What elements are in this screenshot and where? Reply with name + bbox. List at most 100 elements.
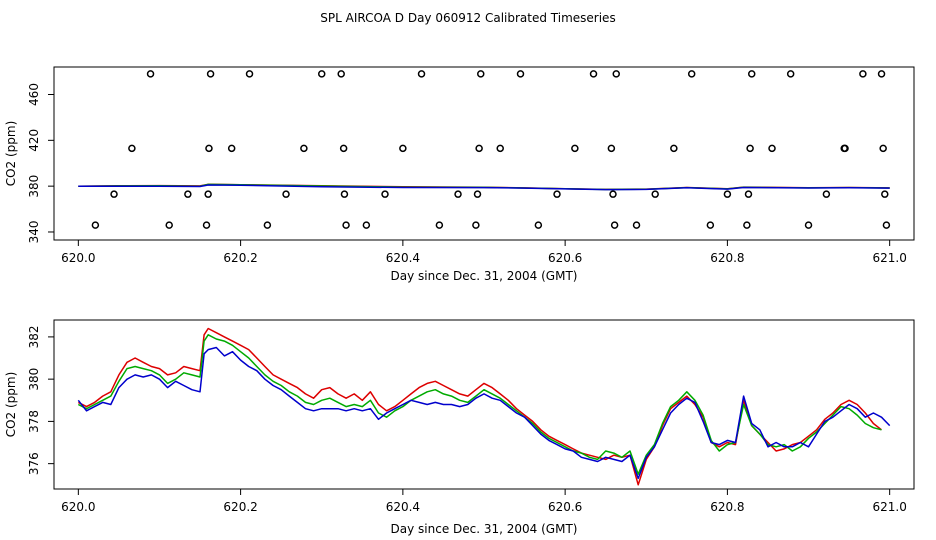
scatter-point	[496, 144, 504, 153]
scatter-point	[202, 221, 211, 229]
y-axis-label: CO2 (ppm)	[4, 121, 18, 187]
y-axis-label: CO2 (ppm)	[4, 372, 18, 438]
x-tick-label: 620.8	[710, 251, 744, 265]
top-panel: 620.0 620.2 620.4 620.6 620.8 621.0 340 380 420…	[4, 66, 915, 283]
x-tick-label: 620.2	[223, 251, 257, 265]
scatter-point	[612, 70, 620, 78]
plot-frame	[53, 66, 915, 241]
x-axis-label: Day since Dec. 31, 2004 (GMT)	[391, 269, 578, 283]
scatter-point	[342, 221, 350, 229]
scatter-point	[768, 144, 776, 153]
scatter-point	[553, 190, 561, 198]
scatter-point	[146, 70, 155, 78]
scatter-point	[206, 70, 215, 78]
series-line-blue	[78, 184, 890, 191]
scatter-point	[706, 221, 715, 229]
scatter-point	[300, 144, 308, 153]
scatter-point	[381, 190, 389, 198]
plot-frame	[53, 319, 915, 490]
y-tick-label: 376	[27, 452, 41, 475]
scatter-point	[670, 144, 678, 153]
scatter-point	[804, 221, 813, 229]
scatter-point	[881, 190, 889, 198]
y-axis: 340 380 420 460	[27, 83, 54, 243]
scatter-point	[571, 144, 579, 153]
scatter-point	[475, 144, 483, 153]
series-lines	[78, 183, 890, 191]
x-tick-label: 620.0	[61, 500, 95, 514]
y-tick-label: 460	[27, 83, 41, 106]
scatter-point	[417, 70, 426, 78]
x-tick-label: 621.0	[872, 500, 906, 514]
scatter-point	[879, 144, 887, 153]
scatter-point	[339, 144, 348, 153]
y-tick-label: 378	[27, 410, 41, 433]
y-axis: 376 378 380 382	[27, 325, 54, 475]
scatter-point	[337, 70, 345, 78]
scatter-point	[877, 70, 886, 78]
scatter-point	[632, 221, 641, 229]
scatter-point	[165, 221, 173, 229]
scatter-point	[589, 70, 598, 78]
scatter-point	[882, 221, 891, 229]
bottom-panel: 620.0 620.2 620.4 620.6 620.8 621.0 376 378 380…	[4, 319, 915, 536]
y-tick-label: 420	[27, 129, 41, 152]
scatter-point	[263, 221, 272, 229]
scatter-point	[454, 190, 462, 198]
scatter-point	[128, 144, 136, 153]
x-tick-label: 620.4	[386, 500, 420, 514]
x-tick-label: 620.2	[223, 500, 257, 514]
x-tick-label: 620.6	[548, 500, 582, 514]
scatter-point	[841, 144, 849, 153]
scatter-point	[747, 70, 756, 78]
x-axis: 620.0 620.2 620.4 620.6 620.8 621.0	[61, 489, 907, 514]
x-tick-label: 620.4	[386, 251, 420, 265]
scatter-point	[859, 70, 867, 78]
scatter-point	[282, 190, 290, 198]
scatter-point	[435, 221, 444, 229]
y-tick-label: 340	[27, 221, 41, 244]
scatter-point	[477, 70, 485, 78]
x-tick-label: 620.6	[548, 251, 582, 265]
scatter-point	[744, 190, 753, 198]
chart-title: SPL AIRCOA D Day 060912 Calibrated Times…	[320, 11, 615, 25]
scatter-point	[399, 144, 407, 153]
x-axis: 620.0 620.2 620.4 620.6 620.8 621.0	[61, 240, 907, 265]
scatter-point	[110, 190, 118, 198]
scatter-point	[651, 190, 659, 198]
series-line-red	[77, 327, 882, 486]
series-lines	[77, 327, 891, 486]
scatter-points	[91, 70, 891, 229]
series-line-blue	[77, 346, 891, 480]
scatter-point	[723, 190, 732, 198]
scatter-point	[687, 70, 696, 78]
scatter-point	[786, 70, 795, 78]
scatter-point	[746, 144, 754, 153]
scatter-point	[184, 190, 192, 198]
scatter-point	[473, 190, 482, 198]
scatter-point	[472, 221, 480, 229]
scatter-point	[362, 221, 371, 229]
scatter-point	[822, 190, 831, 198]
scatter-point	[204, 190, 212, 198]
scatter-point	[340, 190, 349, 198]
y-tick-label: 382	[27, 325, 41, 348]
scatter-point	[516, 70, 525, 78]
x-tick-label: 620.0	[61, 251, 95, 265]
x-tick-label: 620.8	[710, 500, 744, 514]
y-tick-label: 380	[27, 175, 41, 198]
scatter-point	[245, 70, 254, 78]
scatter-point	[743, 221, 751, 229]
series-line-green	[77, 334, 882, 475]
scatter-point	[227, 144, 236, 153]
x-tick-label: 621.0	[872, 251, 906, 265]
scatter-point	[609, 190, 617, 198]
scatter-point	[91, 221, 100, 229]
scatter-point	[205, 144, 213, 153]
y-tick-label: 380	[27, 368, 41, 391]
x-axis-label: Day since Dec. 31, 2004 (GMT)	[391, 522, 578, 536]
scatter-point	[317, 70, 326, 78]
scatter-point	[610, 221, 619, 229]
scatter-point	[534, 221, 543, 229]
